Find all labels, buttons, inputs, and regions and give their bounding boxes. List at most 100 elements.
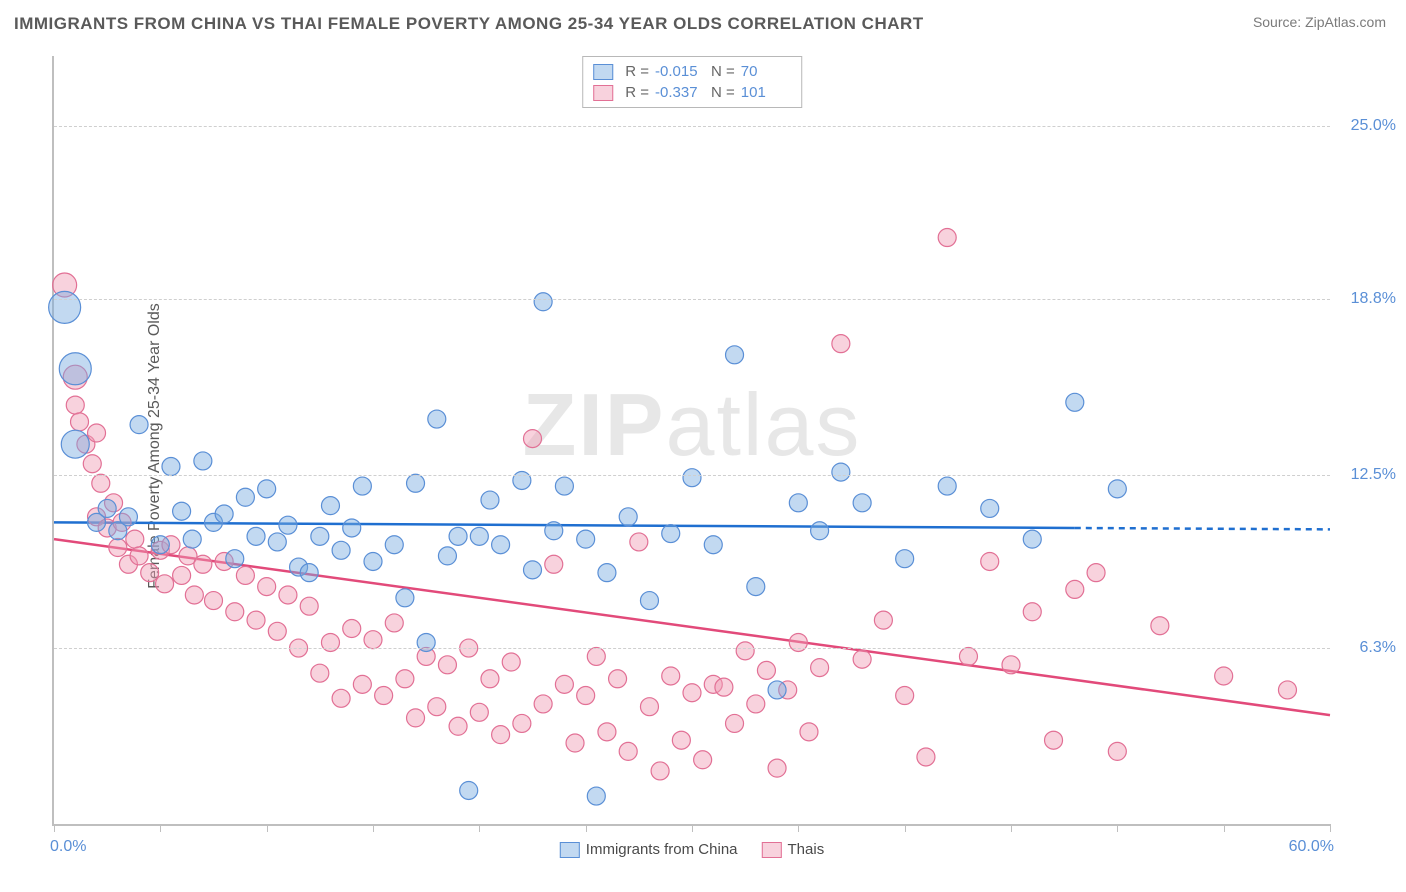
scatter-point-a [683,469,701,487]
x-tick [267,824,268,832]
y-tick-label: 25.0% [1351,117,1396,135]
x-tick [586,824,587,832]
scatter-point-b [757,661,775,679]
scatter-point-b [126,530,144,548]
chart-title: IMMIGRANTS FROM CHINA VS THAI FEMALE POV… [14,14,924,34]
x-axis-max-label: 60.0% [1289,838,1334,856]
scatter-point-a [438,547,456,565]
legend-swatch-b [762,842,782,858]
scatter-point-b [896,687,914,705]
gridline-h [54,126,1330,127]
source-label: Source: ZipAtlas.com [1253,14,1386,30]
scatter-point-b [343,620,361,638]
x-tick [1224,824,1225,832]
scatter-point-b [555,675,573,693]
scatter-point-a [343,519,361,537]
scatter-point-a [1066,393,1084,411]
scatter-point-b [300,597,318,615]
scatter-point-b [185,586,203,604]
scatter-point-a [321,497,339,515]
gridline-h [54,475,1330,476]
legend-swatch-b [593,85,613,101]
x-tick [373,824,374,832]
scatter-point-b [247,611,265,629]
scatter-point-b [513,714,531,732]
scatter-point-b [205,592,223,610]
scatter-point-b [407,709,425,727]
scatter-point-a [534,293,552,311]
scatter-point-a [353,477,371,495]
scatter-point-b [141,564,159,582]
scatter-point-a [162,458,180,476]
scatter-point-a [59,353,91,385]
scatter-point-b [524,430,542,448]
legend-swatch-a [593,64,613,80]
scatter-point-a [938,477,956,495]
legend-item-b: Thais [762,841,825,858]
scatter-point-b [1108,742,1126,760]
scatter-point-b [853,650,871,668]
scatter-point-b [385,614,403,632]
scatter-point-a [524,561,542,579]
scatter-point-b [534,695,552,713]
scatter-point-b [609,670,627,688]
scatter-point-b [938,229,956,247]
gridline-h [54,299,1330,300]
scatter-point-b [109,539,127,557]
scatter-point-b [83,455,101,473]
scatter-point-b [959,647,977,665]
scatter-point-b [268,622,286,640]
scatter-point-a [268,533,286,551]
scatter-point-b [492,726,510,744]
scatter-point-a [449,527,467,545]
legend-item-a: Immigrants from China [560,841,738,858]
scatter-point-a [130,416,148,434]
x-tick [692,824,693,832]
n-value: 101 [741,84,791,101]
scatter-point-b [1278,681,1296,699]
scatter-point-b [662,667,680,685]
y-tick-label: 12.5% [1351,466,1396,484]
scatter-point-b [470,703,488,721]
scatter-point-b [726,714,744,732]
scatter-point-b [130,547,148,565]
scatter-point-a [619,508,637,526]
scatter-point-a [747,578,765,596]
scatter-point-b [396,670,414,688]
x-tick [479,824,480,832]
scatter-point-b [736,642,754,660]
r-value: -0.337 [655,84,705,101]
scatter-point-a [598,564,616,582]
scatter-point-b [428,698,446,716]
scatter-point-a [481,491,499,509]
scatter-point-a [407,474,425,492]
legend-label-b: Thais [788,841,825,858]
scatter-point-b [630,533,648,551]
scatter-point-b [364,631,382,649]
scatter-point-a [587,787,605,805]
scatter-point-a [662,525,680,543]
scatter-point-b [672,731,690,749]
scatter-point-a [1108,480,1126,498]
x-tick [1330,824,1331,832]
scatter-point-a [577,530,595,548]
scatter-point-a [832,463,850,481]
scatter-point-a [119,508,137,526]
scatter-point-b [800,723,818,741]
legend-label-a: Immigrants from China [586,841,738,858]
n-label: N = [711,84,735,101]
y-tick-label: 18.8% [1351,290,1396,308]
scatter-point-b [1066,580,1084,598]
scatter-point-a [555,477,573,495]
scatter-point-b [1215,667,1233,685]
legend-series-box: Immigrants from China Thais [560,841,824,858]
scatter-point-a [726,346,744,364]
r-label: R = [625,84,649,101]
x-tick [1011,824,1012,832]
scatter-point-a [151,536,169,554]
scatter-point-b [173,566,191,584]
scatter-point-a [173,502,191,520]
scatter-point-b [194,555,212,573]
scatter-point-b [917,748,935,766]
scatter-point-b [332,689,350,707]
